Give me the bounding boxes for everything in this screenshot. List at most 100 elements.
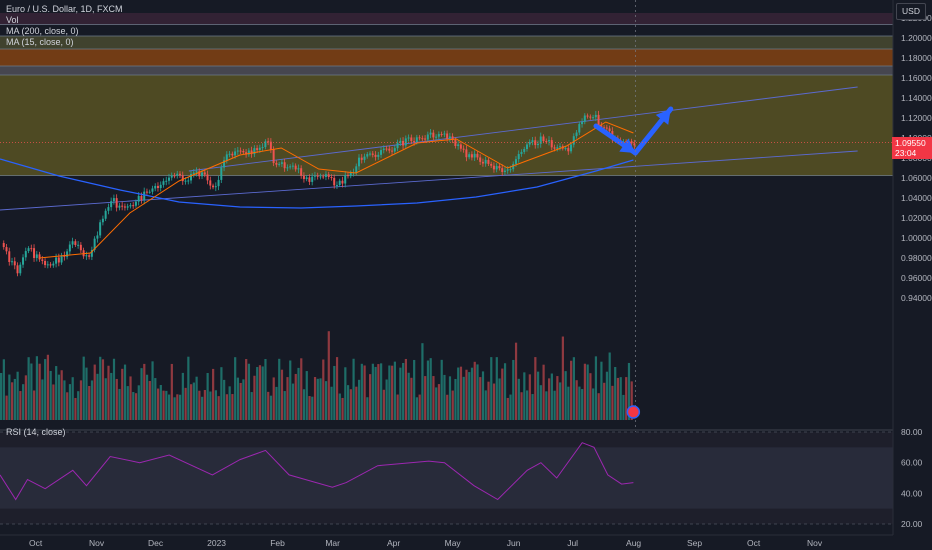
- candle-body: [79, 244, 82, 251]
- price-tick-label: 0.98000: [901, 253, 932, 263]
- candle-body: [165, 180, 168, 182]
- volume-bar: [68, 384, 72, 420]
- candle-body: [553, 147, 556, 149]
- time-tick-label: Mar: [325, 538, 340, 548]
- volume-bar: [393, 361, 396, 420]
- candle-body: [454, 139, 457, 146]
- currency-button[interactable]: USD: [896, 3, 926, 20]
- candle-body: [410, 137, 413, 142]
- candle-body: [250, 150, 253, 155]
- candle-body: [302, 175, 305, 180]
- vol-legend[interactable]: Vol: [6, 15, 19, 25]
- candle-body: [22, 257, 25, 265]
- volume-bar: [77, 391, 80, 420]
- volume-bar: [366, 397, 369, 420]
- candle-body: [391, 150, 394, 152]
- candle-body: [476, 153, 479, 158]
- candle-body: [413, 141, 416, 143]
- candle-body: [633, 143, 636, 146]
- candle-body: [556, 147, 559, 149]
- volume-bar: [203, 390, 206, 420]
- volume-bar: [402, 362, 405, 420]
- volume-bar: [239, 382, 242, 420]
- candle-body: [261, 147, 264, 149]
- volume-bar: [616, 377, 620, 420]
- candle-body: [85, 255, 88, 257]
- volume-bar: [88, 386, 91, 420]
- candle-body: [223, 160, 226, 168]
- volume-bar: [608, 352, 611, 420]
- volume-bar: [140, 368, 143, 420]
- candle-body: [355, 166, 358, 173]
- candle-body: [280, 162, 283, 164]
- volume-bar: [93, 364, 96, 420]
- volume-bar: [459, 366, 463, 420]
- volume-bar: [201, 396, 204, 420]
- volume-bar: [424, 376, 427, 420]
- symbol-title[interactable]: Euro / U.S. Dollar, 1D, FXCM: [6, 4, 123, 14]
- volume-bar: [360, 363, 363, 420]
- volume-bar: [564, 371, 567, 420]
- zone-1: [0, 66, 893, 75]
- price-axis: [893, 0, 932, 550]
- volume-bar: [357, 379, 361, 420]
- ma15-legend[interactable]: MA (15, close, 0): [6, 37, 74, 47]
- volume-bar: [622, 394, 625, 420]
- volume-bar: [291, 383, 295, 420]
- candle-body: [19, 264, 22, 274]
- volume-bar: [294, 373, 297, 420]
- volume-bar: [470, 367, 474, 420]
- volume-bar: [440, 359, 443, 420]
- ma200-legend[interactable]: MA (200, close, 0): [6, 26, 79, 36]
- volume-bar: [481, 371, 485, 420]
- candle-body: [181, 175, 184, 182]
- volume-bar: [154, 378, 157, 420]
- volume-bar: [322, 359, 325, 420]
- volume-bar: [71, 377, 74, 420]
- volume-bar: [22, 384, 25, 420]
- candle-body: [462, 148, 465, 150]
- time-tick-label: Nov: [89, 538, 105, 548]
- volume-bar: [190, 384, 193, 420]
- candle-body: [192, 172, 195, 174]
- candle-body: [77, 244, 80, 246]
- candle-body: [545, 141, 548, 143]
- candle-body: [118, 205, 121, 208]
- rsi-tick-label: 60.00: [901, 458, 923, 468]
- candle-body: [424, 138, 427, 140]
- candle-body: [88, 255, 91, 257]
- candle-body: [294, 165, 297, 170]
- candle-body: [396, 142, 399, 149]
- volume-bar: [575, 380, 578, 420]
- volume-bar: [523, 372, 526, 420]
- candle-body: [377, 154, 380, 157]
- volume-bar: [184, 387, 187, 420]
- volume-bar: [545, 391, 548, 420]
- volume-bar: [145, 374, 149, 420]
- candle-body: [121, 205, 124, 207]
- volume-bar: [581, 389, 584, 420]
- candle-body: [567, 148, 570, 152]
- candle-body: [429, 132, 432, 135]
- time-tick-label: Oct: [29, 538, 43, 548]
- candle-body: [137, 195, 140, 202]
- candle-body: [479, 157, 482, 162]
- candle-body: [369, 153, 372, 155]
- candle-body: [589, 116, 592, 118]
- zone-0: [0, 75, 893, 176]
- candle-body: [212, 185, 215, 188]
- candle-body: [178, 173, 181, 176]
- volume-bar: [181, 372, 184, 420]
- time-tick-label: May: [445, 538, 462, 548]
- volume-bar: [495, 357, 498, 420]
- candle-body: [468, 154, 471, 158]
- ma15-line: [39, 121, 634, 259]
- candle-body: [592, 117, 595, 119]
- volume-bar: [302, 389, 306, 420]
- candle-body: [148, 191, 151, 193]
- last-price-badge: 1.09550 23:04: [892, 136, 932, 159]
- rsi-legend[interactable]: RSI (14, close): [6, 427, 66, 437]
- rsi-band: [0, 447, 893, 509]
- candle-body: [242, 150, 245, 153]
